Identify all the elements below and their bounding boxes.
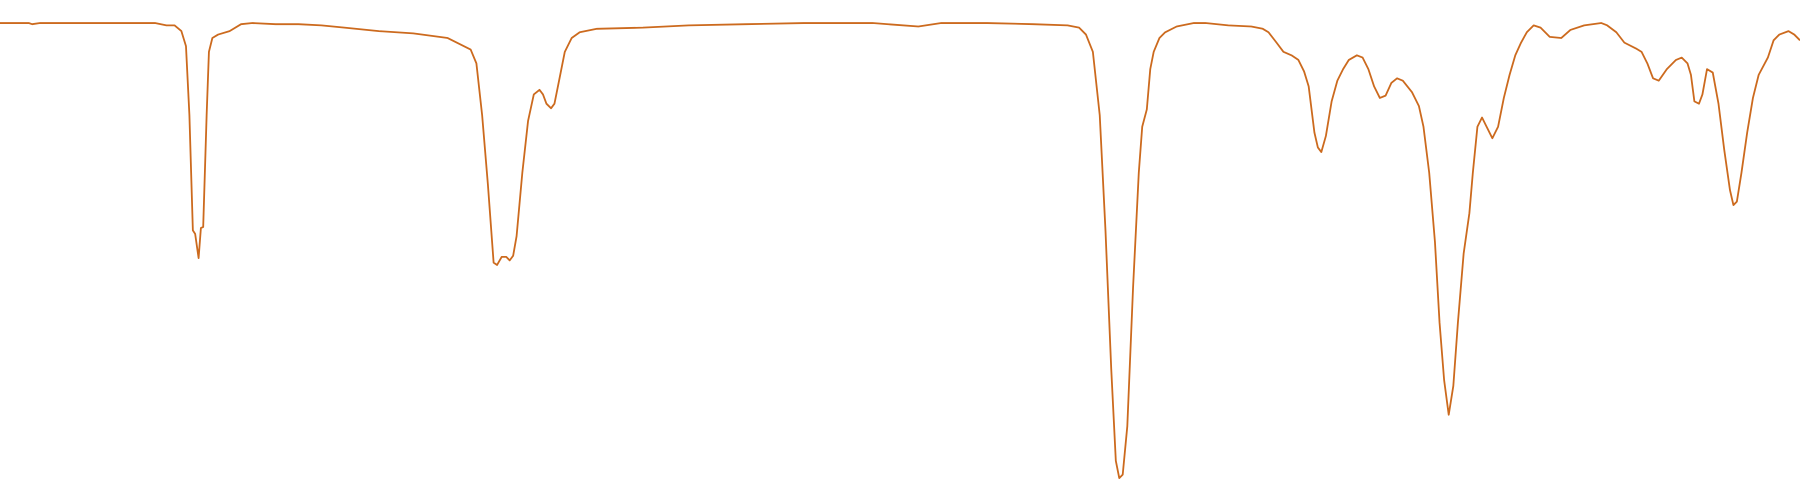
spectrum-line xyxy=(0,22,1800,480)
